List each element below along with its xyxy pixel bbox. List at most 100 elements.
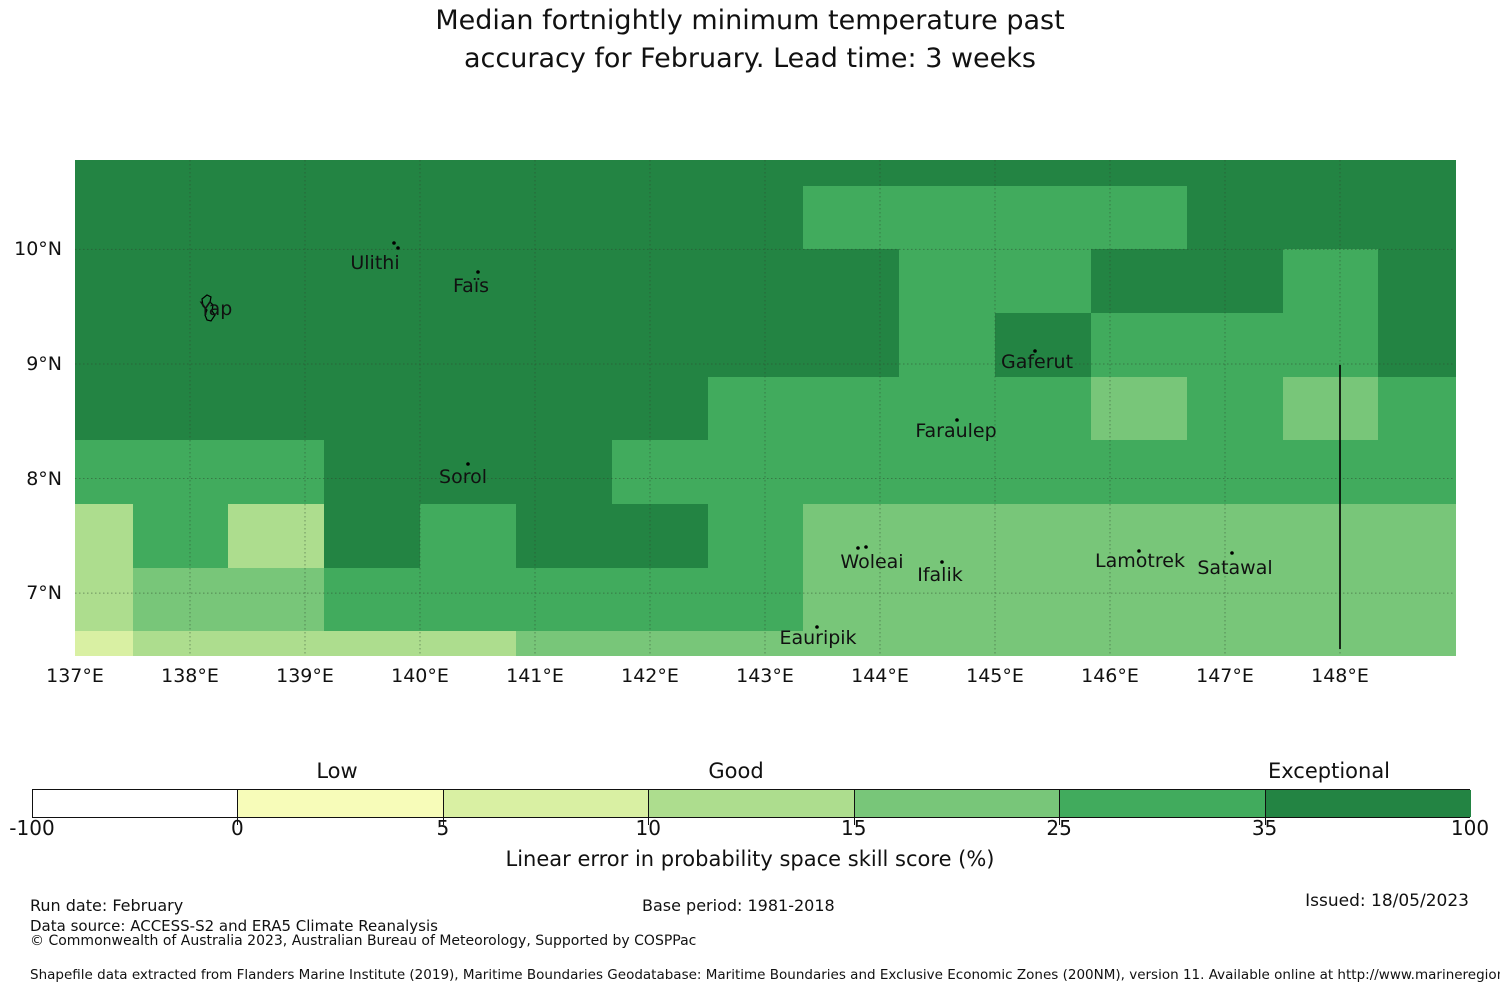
grid-cell	[420, 249, 517, 314]
grid-cell	[707, 185, 804, 250]
island-dot	[955, 418, 959, 422]
grid-cell	[1282, 249, 1379, 314]
island-label: Faraulep	[915, 420, 997, 442]
x-tick-label: 148°E	[1311, 665, 1369, 687]
grid-cell	[1378, 160, 1456, 187]
grid-cell	[420, 160, 517, 187]
grid-cell	[1378, 313, 1456, 378]
colorbar-tick-mark	[237, 789, 239, 825]
grid-cell	[1186, 249, 1284, 314]
colorbar-tick-label: 100	[1450, 816, 1490, 840]
grid-cell	[420, 567, 517, 632]
grid-cell	[132, 249, 229, 314]
colorbar-segment	[854, 790, 1061, 817]
grid-cell	[324, 376, 421, 441]
island-label: Woleai	[840, 551, 904, 573]
grid-cell	[515, 504, 613, 569]
grid-cell	[75, 249, 134, 314]
grid-cell	[995, 313, 1092, 378]
footer-issued-date: Issued: 18/05/2023	[1305, 891, 1469, 911]
colorbar-zone-label: Good	[708, 759, 764, 783]
x-tick-label: 139°E	[276, 665, 334, 687]
grid-cell	[515, 249, 613, 314]
grid-cell	[1186, 160, 1284, 187]
grid-cell	[420, 185, 517, 250]
y-tick-label: 7°N	[26, 582, 62, 605]
grid-cell	[132, 440, 229, 505]
grid-cell	[611, 504, 709, 569]
x-tick-label: 145°E	[966, 665, 1024, 687]
grid-cell	[611, 313, 709, 378]
island-label: Yap	[199, 298, 233, 320]
grid-cell	[75, 567, 134, 632]
grid-cell	[1282, 504, 1379, 569]
grid-cell	[132, 160, 229, 187]
grid-cell	[1282, 567, 1379, 632]
grid-cell	[132, 504, 229, 569]
island-label: Eauripik	[779, 627, 857, 649]
grid-cell	[228, 440, 325, 505]
y-tick-label: 10°N	[14, 238, 62, 261]
footer-run-date: Run date: February	[30, 896, 184, 915]
grid-cell	[1282, 185, 1379, 250]
grid-cell	[1186, 504, 1284, 569]
grid-cell	[324, 185, 421, 250]
x-tick-label: 140°E	[391, 665, 449, 687]
grid-cell	[75, 160, 134, 187]
grid-cell	[1090, 567, 1188, 632]
colorbar-tick-label: 5	[436, 816, 450, 840]
grid-cell	[1378, 376, 1456, 441]
island-dot	[940, 560, 944, 564]
grid-cell	[1090, 631, 1188, 656]
grid-cell	[1282, 631, 1379, 656]
grid-cell	[1186, 631, 1284, 656]
grid-cell	[1282, 313, 1379, 378]
grid-cell	[132, 631, 229, 656]
grid-cell	[228, 160, 325, 187]
grid-cell	[515, 313, 613, 378]
grid-cell	[324, 160, 421, 187]
grid-cell	[420, 440, 517, 505]
grid-cell	[899, 567, 996, 632]
grid-cell	[995, 376, 1092, 441]
grid-cell	[132, 567, 229, 632]
grid-cell	[132, 376, 229, 441]
grid-cell	[324, 440, 421, 505]
grid-cell	[1186, 313, 1284, 378]
grid-cell	[611, 160, 709, 187]
grid-cell	[1378, 249, 1456, 314]
colorbar-tick-label: 10	[635, 816, 662, 840]
colorbar-tick-mark	[442, 789, 444, 825]
grid-cell	[1378, 440, 1456, 505]
grid-cell	[995, 631, 1092, 656]
island-dot	[392, 241, 396, 245]
island-label: Lamotrek	[1095, 550, 1185, 572]
colorbar-tick-mark	[648, 789, 650, 825]
grid-cell	[803, 440, 900, 505]
grid-cell	[803, 185, 900, 250]
island-label: Faïs	[452, 275, 490, 297]
grid-cell	[132, 185, 229, 250]
island-dot	[856, 546, 860, 550]
grid-cell	[611, 376, 709, 441]
grid-cell	[420, 631, 517, 656]
colorbar-segment	[1265, 790, 1472, 817]
y-tick-label: 9°N	[26, 352, 62, 375]
colorbar-segment	[238, 790, 445, 817]
x-tick-label: 144°E	[851, 665, 909, 687]
grid-cell	[899, 313, 996, 378]
colorbar-tick-mark	[1059, 789, 1061, 825]
colorbar-tick-label: -100	[9, 816, 55, 840]
colorbar-segment	[1060, 790, 1267, 817]
grid-cell	[899, 376, 996, 441]
grid-cell	[803, 249, 900, 314]
map-overlay	[75, 160, 1455, 655]
grid-cell	[995, 185, 1092, 250]
grid-cell	[707, 440, 804, 505]
grid-cell	[611, 249, 709, 314]
grid-cell	[707, 631, 804, 656]
grid-cell	[228, 249, 325, 314]
grid-cell	[611, 440, 709, 505]
grid-cell	[1186, 185, 1284, 250]
